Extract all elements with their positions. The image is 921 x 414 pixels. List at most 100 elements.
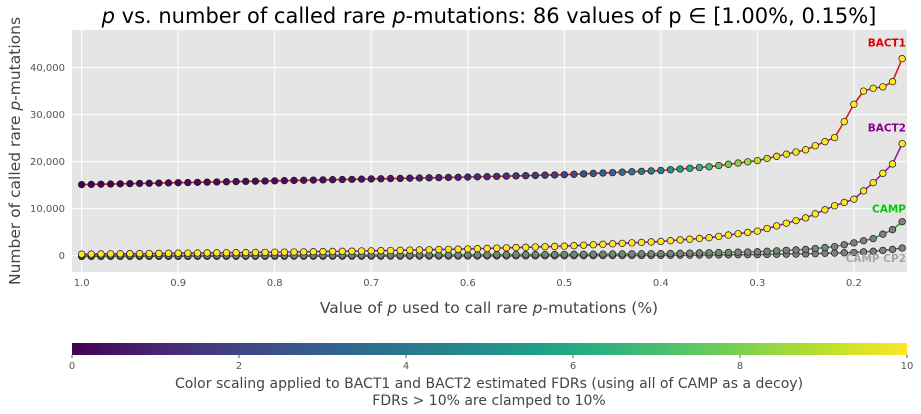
data-point xyxy=(541,250,549,259)
data-point xyxy=(695,249,704,257)
colorbar-tick-label: 10 xyxy=(901,361,914,372)
data-point xyxy=(850,239,858,247)
colorbar-tick-label: 2 xyxy=(236,361,242,372)
data-point xyxy=(135,249,144,258)
data-point xyxy=(261,177,269,185)
data-point xyxy=(686,235,694,243)
data-point xyxy=(589,250,597,258)
x-tick-label: 0.6 xyxy=(460,278,476,289)
xlabel-part: Value of xyxy=(320,299,387,317)
chart-title: p vs. number of called rare p-mutations:… xyxy=(101,4,877,28)
data-point xyxy=(830,242,839,251)
data-point xyxy=(290,176,298,185)
data-point xyxy=(541,243,549,251)
data-point xyxy=(386,174,395,183)
data-point xyxy=(608,250,617,258)
data-point xyxy=(280,176,289,185)
data-point xyxy=(425,174,433,182)
data-point xyxy=(483,172,491,181)
data-point xyxy=(483,244,491,253)
data-point xyxy=(637,167,646,176)
data-point xyxy=(300,248,308,256)
data-point xyxy=(879,230,887,238)
data-point xyxy=(174,249,182,257)
data-point xyxy=(840,241,848,249)
data-point xyxy=(135,179,144,188)
data-point xyxy=(164,249,173,257)
data-point xyxy=(830,249,839,257)
y-tick-label: 30,000 xyxy=(30,110,65,121)
title-part: p xyxy=(391,4,405,28)
data-point xyxy=(493,172,501,181)
data-point xyxy=(116,250,124,258)
data-point xyxy=(444,173,453,182)
data-point xyxy=(724,248,733,257)
x-axis-label: Value of p used to call rare p-mutations… xyxy=(320,299,658,317)
title-part: ∈ xyxy=(688,4,706,28)
title-part: -mutations: 86 values of p xyxy=(406,4,689,28)
data-point xyxy=(830,202,839,210)
data-point xyxy=(734,159,742,167)
data-point xyxy=(116,180,124,188)
data-point xyxy=(744,158,752,166)
data-point xyxy=(271,177,279,185)
data-point xyxy=(811,142,819,150)
data-point xyxy=(734,248,742,256)
data-point xyxy=(801,214,810,222)
data-point xyxy=(367,175,375,183)
data-point xyxy=(348,175,356,183)
title-part: vs. number of called rare xyxy=(115,4,392,28)
colorbar-tick-label: 6 xyxy=(570,361,576,372)
data-point xyxy=(589,241,597,249)
data-point xyxy=(695,234,704,243)
data-point xyxy=(753,156,762,165)
data-point xyxy=(531,171,539,180)
x-tick-label: 0.4 xyxy=(653,278,669,289)
colorbar-tick-label: 8 xyxy=(737,361,743,372)
data-point xyxy=(744,248,752,256)
data-point xyxy=(232,177,240,186)
data-point xyxy=(579,250,588,258)
colorbar-tick-label: 4 xyxy=(403,361,409,372)
data-point xyxy=(435,245,443,254)
data-point xyxy=(734,230,742,238)
data-point xyxy=(859,248,868,256)
data-point xyxy=(599,169,607,177)
data-point xyxy=(87,250,95,258)
data-point xyxy=(454,173,462,181)
data-point xyxy=(377,175,385,183)
data-point xyxy=(715,248,723,257)
data-point xyxy=(531,243,539,251)
data-point xyxy=(666,249,675,258)
data-point xyxy=(869,84,877,92)
y-axis-label: Number of called rare p-mutations xyxy=(6,17,24,285)
x-tick-label: 0.7 xyxy=(363,278,379,289)
data-point xyxy=(782,150,790,158)
data-point xyxy=(859,187,868,195)
data-point xyxy=(579,170,588,178)
data-point xyxy=(560,242,568,250)
data-point xyxy=(792,216,800,225)
data-point xyxy=(560,250,568,259)
data-point xyxy=(647,250,655,258)
data-point xyxy=(493,244,501,252)
x-tick-label: 0.5 xyxy=(556,278,572,289)
y-tick-label: 10,000 xyxy=(30,204,65,215)
data-point xyxy=(666,237,675,245)
data-point xyxy=(792,148,800,156)
data-point xyxy=(724,231,733,239)
data-point xyxy=(348,247,356,255)
title-part: p xyxy=(101,4,115,28)
data-point xyxy=(705,249,713,257)
data-point xyxy=(869,179,877,187)
data-point xyxy=(628,168,636,176)
data-point xyxy=(357,175,366,183)
data-point xyxy=(184,178,192,187)
data-point xyxy=(251,248,260,257)
data-point xyxy=(232,248,240,257)
data-point xyxy=(898,55,906,63)
data-point xyxy=(251,177,260,185)
data-point xyxy=(454,245,462,253)
data-point xyxy=(512,243,520,252)
